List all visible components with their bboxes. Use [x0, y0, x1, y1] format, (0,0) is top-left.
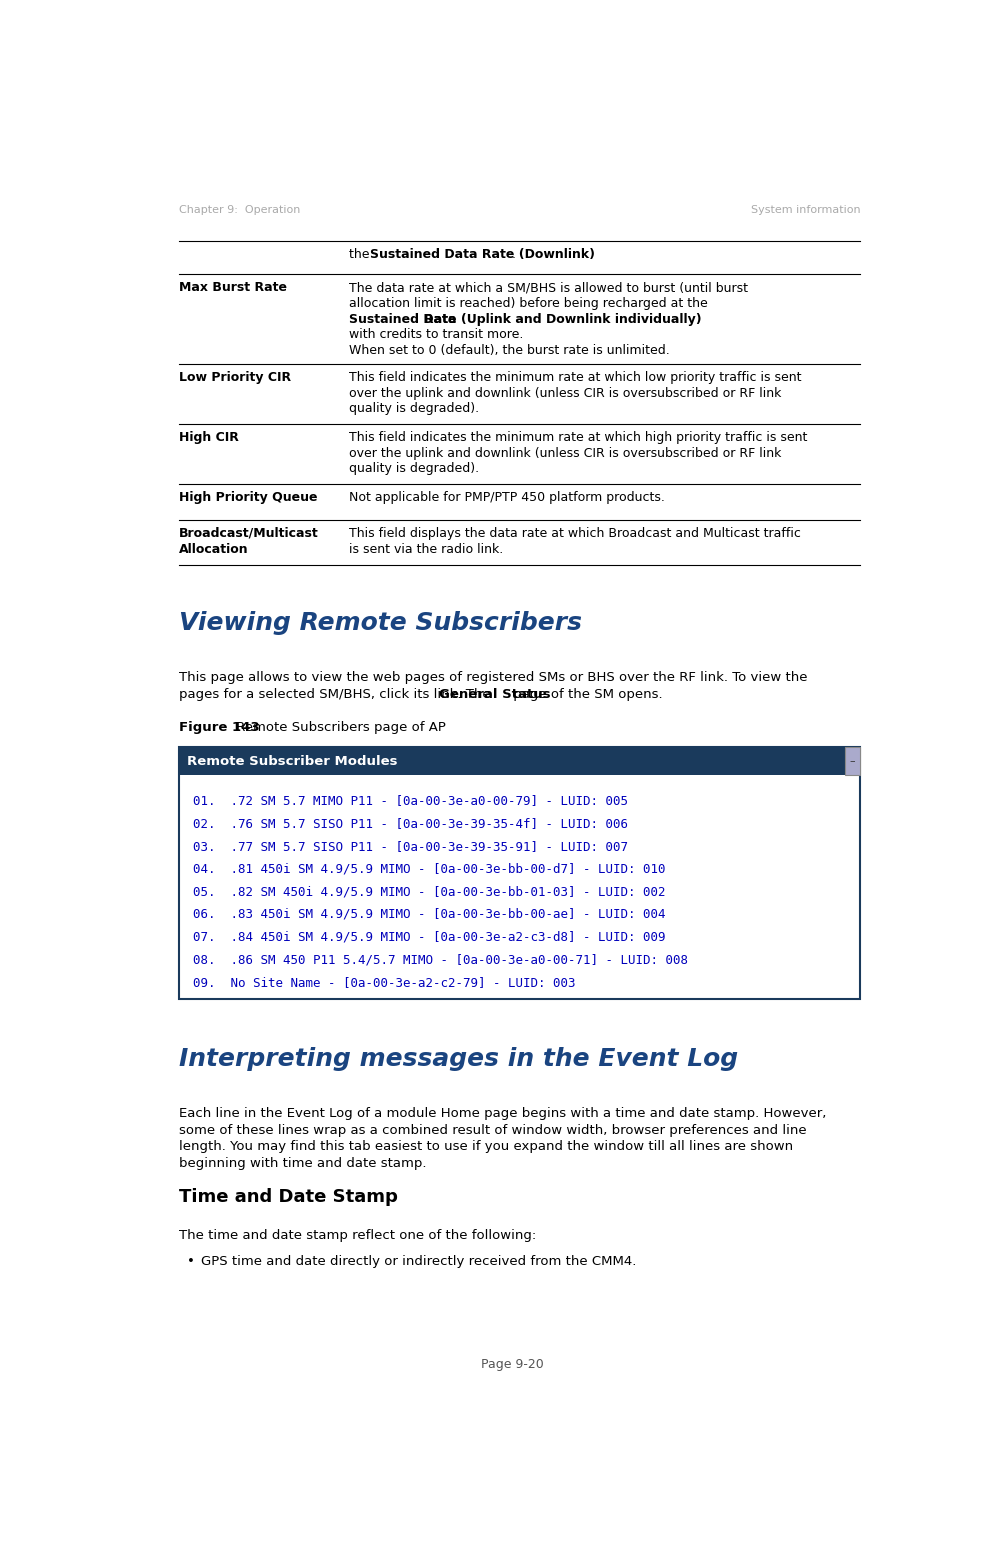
Text: General Status: General Status	[440, 688, 550, 700]
Text: beginning with time and date stamp.: beginning with time and date stamp.	[179, 1158, 427, 1170]
Text: Time and Date Stamp: Time and Date Stamp	[179, 1189, 398, 1206]
Text: Allocation: Allocation	[179, 543, 249, 555]
Text: 07.  .84 450i SM 4.9/5.9 MIMO - [0a-00-3e-a2-c3-d8] - LUID: 009: 07. .84 450i SM 4.9/5.9 MIMO - [0a-00-3e…	[193, 930, 665, 944]
Text: the: the	[350, 247, 374, 261]
Text: The time and date stamp reflect one of the following:: The time and date stamp reflect one of t…	[179, 1229, 536, 1242]
Bar	[845, 747, 860, 775]
Text: 03.  .77 SM 5.7 SISO P11 - [0a-00-3e-39-35-91] - LUID: 007: 03. .77 SM 5.7 SISO P11 - [0a-00-3e-39-3…	[193, 840, 628, 853]
Text: length. You may find this tab easiest to use if you expand the window till all l: length. You may find this tab easiest to…	[179, 1141, 793, 1153]
Text: The data rate at which a SM/BHS is allowed to burst (until burst: The data rate at which a SM/BHS is allow…	[350, 282, 748, 294]
Text: Sustained Data Rate (Downlink): Sustained Data Rate (Downlink)	[371, 247, 595, 261]
Text: quality is degraded).: quality is degraded).	[350, 403, 480, 415]
Text: This page allows to view the web pages of registered SMs or BHS over the RF link: This page allows to view the web pages o…	[179, 671, 807, 683]
Text: High Priority Queue: High Priority Queue	[179, 492, 318, 504]
Text: over the uplink and downlink (unless CIR is oversubscribed or RF link: over the uplink and downlink (unless CIR…	[350, 387, 782, 400]
Text: 06.  .83 450i SM 4.9/5.9 MIMO - [0a-00-3e-bb-00-ae] - LUID: 004: 06. .83 450i SM 4.9/5.9 MIMO - [0a-00-3e…	[193, 909, 665, 921]
Text: When set to 0 (default), the burst rate is unlimited.: When set to 0 (default), the burst rate …	[350, 344, 670, 356]
Text: High CIR: High CIR	[179, 431, 239, 443]
Bar	[179, 747, 860, 775]
Text: 01.  .72 SM 5.7 MIMO P11 - [0a-00-3e-a0-00-79] - LUID: 005: 01. .72 SM 5.7 MIMO P11 - [0a-00-3e-a0-0…	[193, 794, 628, 808]
Text: This field displays the data rate at which Broadcast and Multicast traffic: This field displays the data rate at whi…	[350, 527, 801, 540]
Text: Remote Subscriber Modules: Remote Subscriber Modules	[187, 755, 398, 767]
Text: Not applicable for PMP/PTP 450 platform products.: Not applicable for PMP/PTP 450 platform …	[350, 492, 665, 504]
Text: Page 9-20: Page 9-20	[481, 1358, 543, 1371]
Text: Viewing Remote Subscribers: Viewing Remote Subscribers	[179, 612, 582, 635]
Text: 02.  .76 SM 5.7 SISO P11 - [0a-00-3e-39-35-4f] - LUID: 006: 02. .76 SM 5.7 SISO P11 - [0a-00-3e-39-3…	[193, 817, 628, 829]
Text: 09.  No Site Name - [0a-00-3e-a2-c2-79] - LUID: 003: 09. No Site Name - [0a-00-3e-a2-c2-79] -…	[193, 976, 575, 990]
Text: 04.  .81 450i SM 4.9/5.9 MIMO - [0a-00-3e-bb-00-d7] - LUID: 010: 04. .81 450i SM 4.9/5.9 MIMO - [0a-00-3e…	[193, 862, 665, 876]
Text: –: –	[850, 756, 855, 766]
Text: System information: System information	[751, 205, 860, 215]
Text: is sent via the radio link.: is sent via the radio link.	[350, 543, 503, 555]
Text: Sustained Data: Sustained Data	[350, 313, 457, 325]
Text: Remote Subscribers page of AP: Remote Subscribers page of AP	[232, 720, 446, 734]
Text: Each line in the Event Log of a module Home page begins with a time and date sta: Each line in the Event Log of a module H…	[179, 1106, 826, 1120]
Text: allocation limit is reached) before being recharged at the: allocation limit is reached) before bein…	[350, 297, 712, 310]
Text: GPS time and date directly or indirectly received from the CMM4.: GPS time and date directly or indirectly…	[201, 1256, 636, 1268]
Text: .: .	[511, 247, 516, 261]
Text: page of the SM opens.: page of the SM opens.	[508, 688, 662, 700]
Text: Max Burst Rate: Max Burst Rate	[179, 282, 287, 294]
Text: pages for a selected SM/BHS, click its link. The: pages for a selected SM/BHS, click its l…	[179, 688, 495, 700]
Text: Broadcast/Multicast: Broadcast/Multicast	[179, 527, 319, 540]
Text: •: •	[187, 1256, 195, 1268]
Text: Chapter 9:  Operation: Chapter 9: Operation	[179, 205, 301, 215]
Text: with credits to transit more.: with credits to transit more.	[350, 328, 523, 341]
Text: This field indicates the minimum rate at which low priority traffic is sent: This field indicates the minimum rate at…	[350, 372, 802, 384]
Text: over the uplink and downlink (unless CIR is oversubscribed or RF link: over the uplink and downlink (unless CIR…	[350, 447, 782, 459]
Text: quality is degraded).: quality is degraded).	[350, 462, 480, 475]
Bar	[179, 747, 860, 999]
Text: some of these lines wrap as a combined result of window width, browser preferenc: some of these lines wrap as a combined r…	[179, 1123, 807, 1136]
Text: Figure 143: Figure 143	[179, 720, 260, 734]
Text: Low Priority CIR: Low Priority CIR	[179, 372, 291, 384]
Text: Interpreting messages in the Event Log: Interpreting messages in the Event Log	[179, 1047, 738, 1071]
Text: This field indicates the minimum rate at which high priority traffic is sent: This field indicates the minimum rate at…	[350, 431, 808, 443]
Text: 05.  .82 SM 450i 4.9/5.9 MIMO - [0a-00-3e-bb-01-03] - LUID: 002: 05. .82 SM 450i 4.9/5.9 MIMO - [0a-00-3e…	[193, 885, 665, 898]
Text: 08.  .86 SM 450 P11 5.4/5.7 MIMO - [0a-00-3e-a0-00-71] - LUID: 008: 08. .86 SM 450 P11 5.4/5.7 MIMO - [0a-00…	[193, 954, 688, 966]
Text: Rate (Uplink and Downlink individually): Rate (Uplink and Downlink individually)	[424, 313, 701, 325]
